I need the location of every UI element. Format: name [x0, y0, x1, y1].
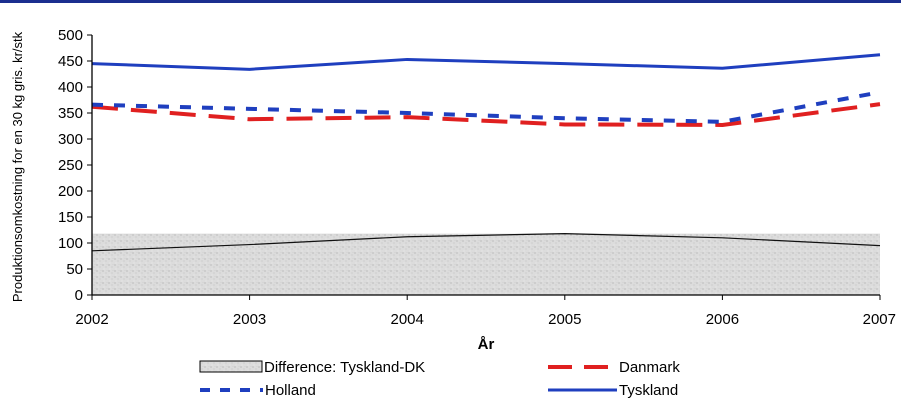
y-tick-label: 500: [58, 27, 83, 44]
x-axis-label: År: [478, 336, 495, 353]
x-tick-label: 2003: [233, 311, 266, 328]
danmark-series-line: [91, 102, 881, 127]
legend-swatch-difference: [199, 360, 263, 373]
legend-item-difference: Difference: Tyskland-DK: [199, 359, 425, 376]
x-tick-label: 2002: [75, 311, 108, 328]
difference-band: [92, 233, 880, 295]
y-tick-label: 350: [58, 105, 83, 122]
axes-layer: 0 50 100 150 200 250 300 350 400 450 500 2002 2003 20…: [58, 27, 896, 328]
legend: Difference: Tyskland-DK Danmark Holland …: [199, 359, 680, 399]
legend-item-holland: Holland: [200, 382, 316, 399]
legend-label-holland: Holland: [265, 382, 316, 399]
legend-item-danmark: Danmark: [548, 359, 680, 376]
y-tick-label: 200: [58, 183, 83, 200]
lines-layer: [91, 53, 881, 127]
y-tick-label: 450: [58, 53, 83, 70]
y-tick-label: 150: [58, 209, 83, 226]
y-tick-label: 400: [58, 79, 83, 96]
legend-item-tyskland: Tyskland: [548, 382, 678, 399]
x-tick-label: 2006: [706, 311, 739, 328]
legend-label-difference: Difference: Tyskland-DK: [264, 359, 425, 376]
difference-series-line: [91, 233, 881, 252]
legend-label-danmark: Danmark: [619, 359, 680, 376]
legend-label-tyskland: Tyskland: [619, 382, 678, 399]
y-tick-label: 0: [75, 287, 83, 304]
tyskland-series-line: [91, 53, 881, 71]
x-tick-label: 2004: [391, 311, 424, 328]
y-tick-label: 300: [58, 131, 83, 148]
x-tick-label: 2007: [863, 311, 896, 328]
y-axis-label: Produktionsomkostning for en 30 kg gris.…: [10, 31, 25, 302]
x-tick-label: 2005: [548, 311, 581, 328]
y-tick-label: 100: [58, 235, 83, 252]
top-border: [0, 0, 901, 3]
y-tick-label: 250: [58, 157, 83, 174]
plot-area: 0 50 100 150 200 250 300 350 400 450 500 2002 2003 20…: [58, 27, 896, 328]
area-layer: [91, 233, 881, 295]
y-tick-label: 50: [66, 261, 83, 278]
